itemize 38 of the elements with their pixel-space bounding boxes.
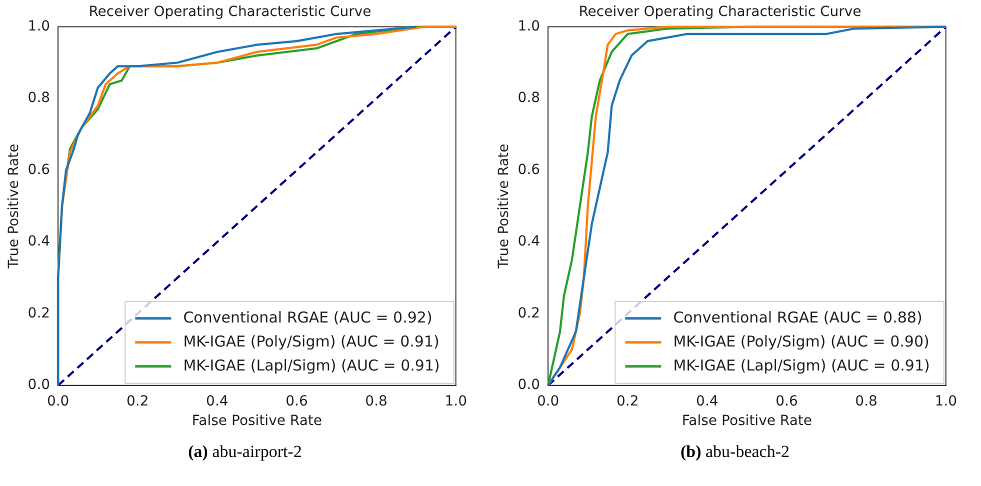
legend-label: MK-IGAE (Poly/Sigm) (AUC = 0.90) bbox=[673, 332, 930, 350]
y-tick-label: 0.0 bbox=[28, 377, 50, 394]
x-tick-label: 0.8 bbox=[365, 393, 388, 410]
y-tick-label: 0.2 bbox=[28, 305, 50, 322]
x-tick-label: 0.2 bbox=[126, 393, 149, 410]
y-tick-label: 1.0 bbox=[518, 18, 540, 34]
x-tick-label: 0.4 bbox=[206, 393, 228, 410]
x-tick-label: 0.6 bbox=[776, 393, 798, 410]
x-tick-label: 0.0 bbox=[46, 393, 70, 410]
y-tick-label: 0.6 bbox=[518, 162, 540, 178]
legend-label: MK-IGAE (Lapl/Sigm) (AUC = 0.91) bbox=[183, 356, 440, 374]
text: (b) abu-beach-2 bbox=[679, 442, 791, 462]
y-tick-label: 0.2 bbox=[518, 305, 540, 322]
y-axis-title: True Positive Rate bbox=[6, 144, 22, 270]
x-tick-label: 0.6 bbox=[286, 393, 308, 410]
y-tick-label: 0.4 bbox=[518, 234, 540, 250]
x-axis-title: False Positive Rate bbox=[192, 413, 322, 430]
y-axis-title: True Positive Rate bbox=[496, 144, 512, 270]
y-tick-label: 1.0 bbox=[28, 18, 50, 34]
y-tick-label: 0.6 bbox=[28, 162, 50, 178]
y-tick-label: 0.0 bbox=[518, 377, 540, 394]
y-tick-label: 0.8 bbox=[28, 90, 50, 106]
y-tick-label: 0.4 bbox=[28, 234, 50, 250]
y-tick-label: 0.8 bbox=[518, 90, 540, 106]
legend-label: Conventional RGAE (AUC = 0.92) bbox=[183, 308, 432, 326]
x-tick-label: 0.4 bbox=[696, 393, 718, 410]
x-tick-label: 0.8 bbox=[855, 393, 878, 410]
chart-title: Receiver Operating Characteristic Curve bbox=[578, 4, 862, 20]
x-tick-label: 1.0 bbox=[934, 393, 957, 410]
x-tick-label: 0.2 bbox=[616, 393, 639, 410]
x-tick-label: 1.0 bbox=[444, 393, 467, 410]
legend-label: MK-IGAE (Lapl/Sigm) (AUC = 0.91) bbox=[673, 356, 930, 374]
x-axis-title: False Positive Rate bbox=[682, 413, 812, 430]
legend-label: Conventional RGAE (AUC = 0.88) bbox=[673, 308, 922, 326]
legend-label: MK-IGAE (Poly/Sigm) (AUC = 0.91) bbox=[183, 332, 440, 350]
x-tick-label: 0.0 bbox=[536, 393, 560, 410]
text: (a) abu-airport-2 bbox=[187, 442, 303, 462]
chart-title: Receiver Operating Characteristic Curve bbox=[88, 4, 372, 20]
